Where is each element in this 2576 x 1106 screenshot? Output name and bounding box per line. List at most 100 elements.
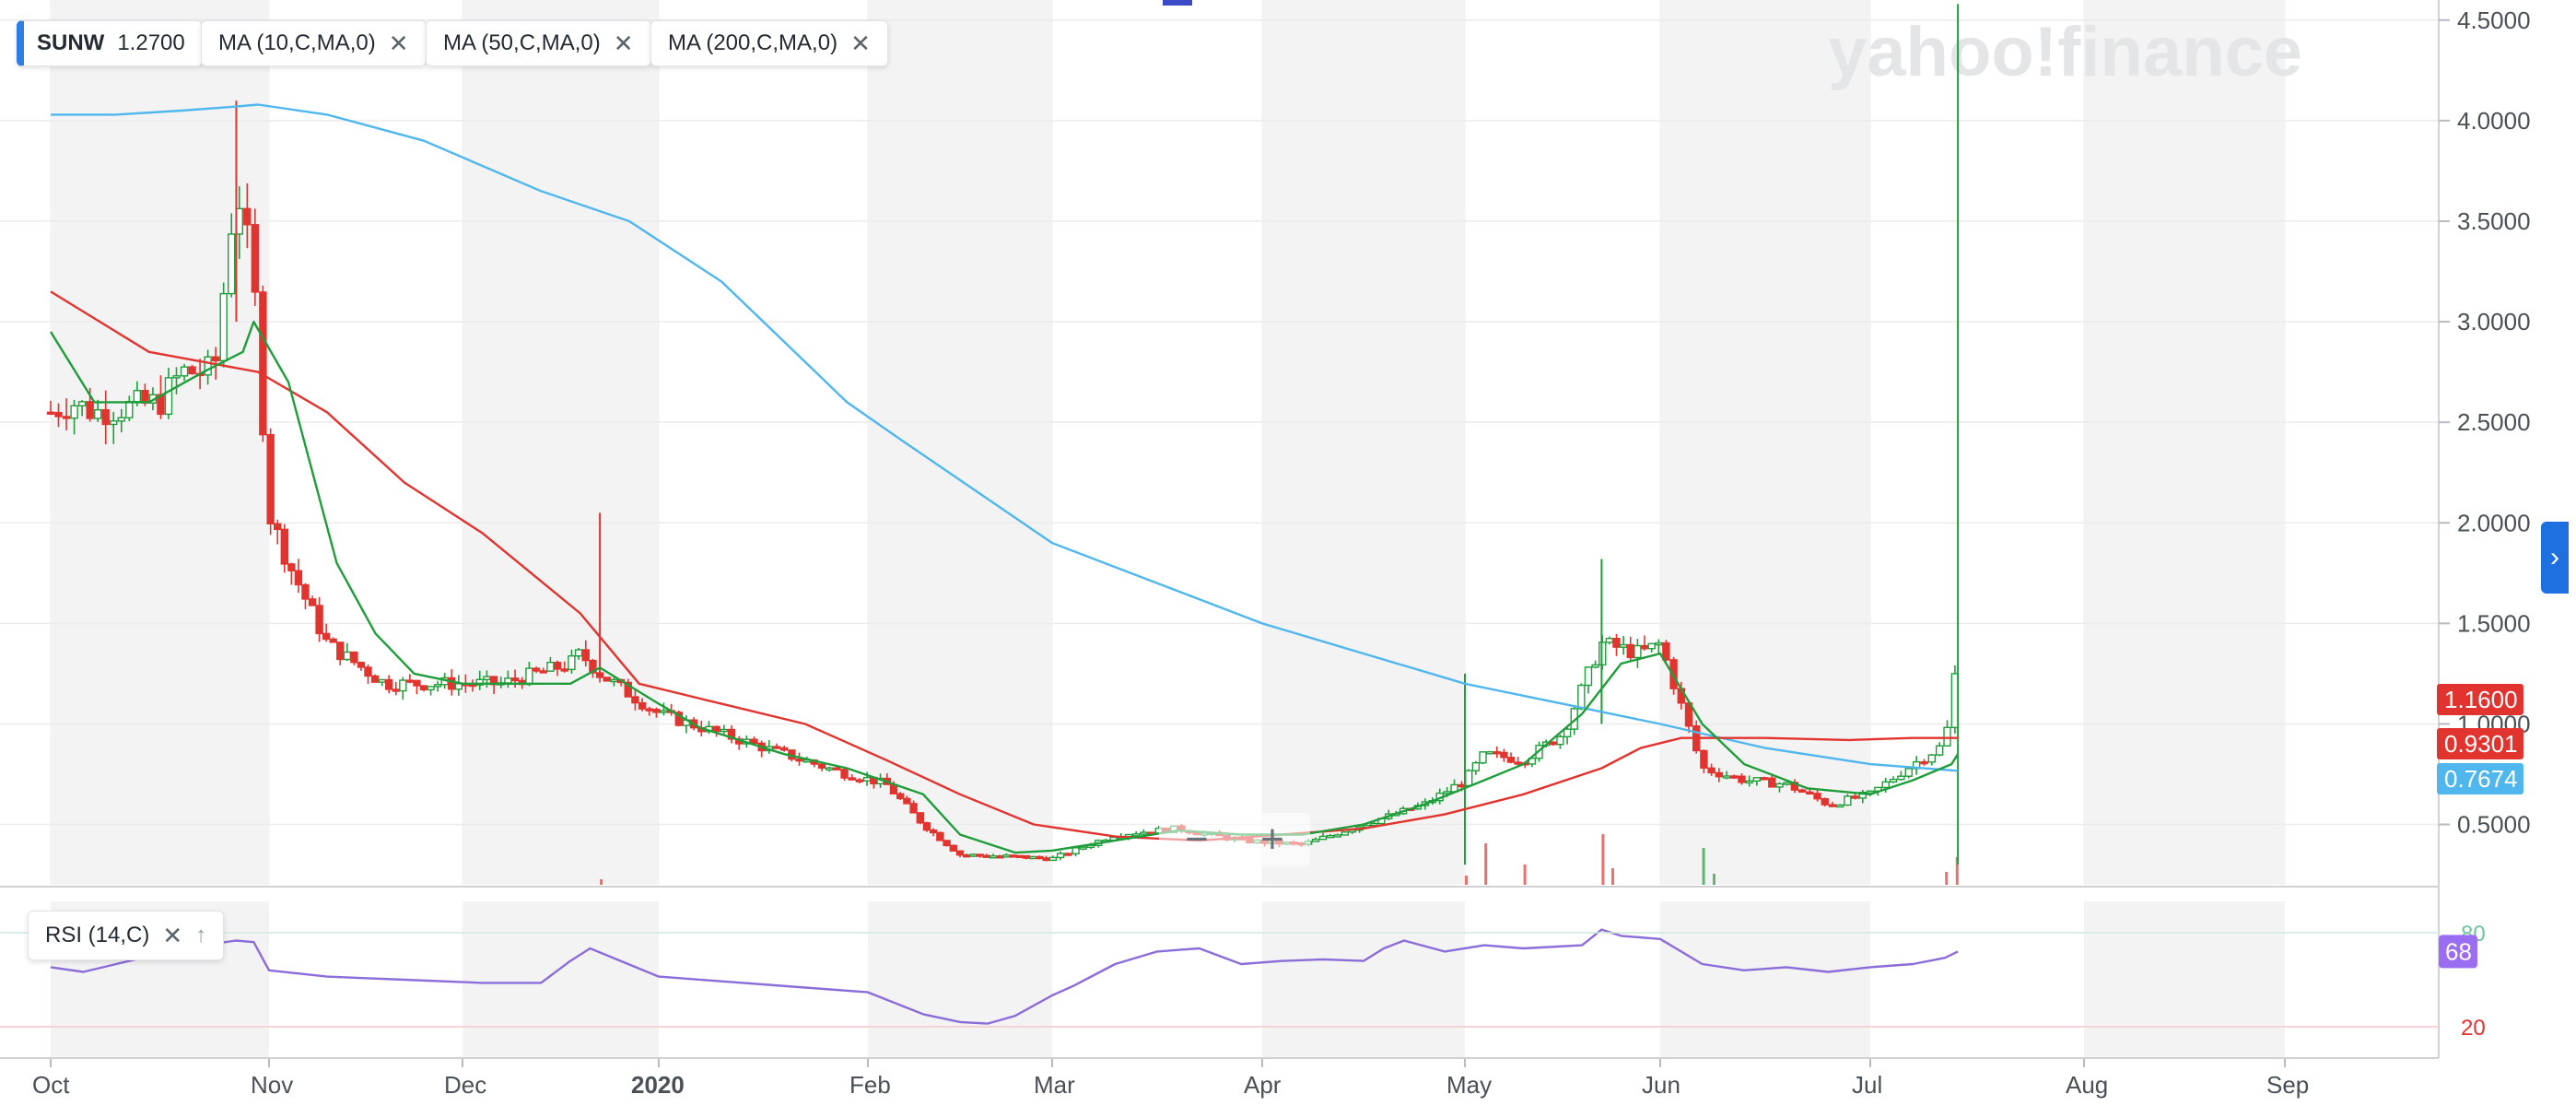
close-icon[interactable]: ✕ <box>162 921 183 949</box>
candle-body <box>180 366 189 377</box>
candle-body <box>1471 761 1481 771</box>
candle-body <box>930 829 938 834</box>
x-tick-label: Mar <box>1034 1071 1075 1099</box>
month-band <box>1262 0 1465 885</box>
candle-body <box>1140 831 1148 835</box>
candle-body <box>1584 666 1593 687</box>
x-tick-label: Jul <box>1852 1071 1882 1099</box>
candle-body <box>101 408 110 426</box>
candle-body <box>936 831 944 841</box>
candle-body <box>772 746 781 749</box>
candle-body <box>1465 770 1473 787</box>
candle-body <box>1326 834 1335 839</box>
rsi-label: RSI (14,C) <box>45 923 150 947</box>
time-axis: Oct Nov Dec 2020 Feb Mar Apr May Jun Jul Aug Sep <box>0 1057 2439 1099</box>
candle-body <box>727 728 736 740</box>
candle-body <box>1828 804 1837 807</box>
candle-body <box>1722 775 1731 779</box>
candle-body <box>1752 777 1762 782</box>
month-band <box>868 0 1052 885</box>
ma200-chip[interactable]: MA (200,C,MA,0) ✕ <box>650 20 888 66</box>
month-bands <box>0 0 2439 1058</box>
price-badge-label: 0.9301 <box>2444 730 2518 758</box>
x-tick-label: 2020 <box>631 1071 685 1099</box>
zoom-out-button[interactable]: − <box>1185 817 1209 862</box>
candle-body <box>1821 797 1829 806</box>
close-icon[interactable]: ✕ <box>613 29 634 57</box>
candle-body <box>448 677 456 690</box>
candle-body <box>750 738 758 745</box>
candle-body <box>848 777 856 781</box>
candle-body <box>399 679 407 692</box>
candle-body <box>110 420 118 426</box>
ma200-label: MA (200,C,MA,0) <box>668 30 838 55</box>
candle-body <box>1707 767 1715 774</box>
ma10-chip[interactable]: MA (10,C,MA,0) ✕ <box>201 20 427 66</box>
zoom-in-button[interactable]: + <box>1260 817 1284 862</box>
candle-body <box>1022 854 1031 859</box>
candle-body <box>989 855 998 859</box>
candle-body <box>1775 782 1784 788</box>
candle-body <box>1605 638 1614 643</box>
candle-body <box>1556 735 1564 746</box>
rsi-badge <box>2439 935 2477 969</box>
candle-body <box>862 776 872 782</box>
candle-body <box>581 649 590 662</box>
candle-body <box>1514 761 1522 765</box>
candle-body <box>631 696 639 704</box>
candle-body <box>896 793 905 800</box>
candle-body <box>188 366 196 375</box>
candle-body <box>1549 741 1558 746</box>
candle-body <box>1640 644 1649 650</box>
volume-bar <box>1523 865 1527 885</box>
price-badge <box>2437 763 2523 794</box>
candle-body <box>62 416 71 419</box>
candle-body <box>54 411 63 418</box>
candle-body <box>1056 853 1065 859</box>
candle-body <box>574 649 583 657</box>
candle-body <box>780 747 789 751</box>
candle-body <box>172 375 181 379</box>
zoom-controls: − + <box>1159 813 1310 866</box>
price-badge-label: 1.1600 <box>2444 686 2518 713</box>
grid-lines <box>0 19 2439 826</box>
arrow-up-icon[interactable]: ↑ <box>195 923 207 947</box>
candle-body <box>164 377 173 416</box>
candle-body <box>70 405 78 419</box>
candle-body <box>1079 846 1087 850</box>
candle-body <box>1655 641 1663 646</box>
candle-body <box>370 675 380 683</box>
candle-body <box>1485 751 1494 755</box>
symbol-chip[interactable]: SUNW 1.2700 <box>17 20 203 66</box>
chevron-right-icon[interactable]: › <box>2541 522 2569 594</box>
candle-body <box>712 725 720 733</box>
candle-body <box>1048 856 1058 862</box>
close-icon[interactable]: ✕ <box>388 29 409 57</box>
month-band <box>1660 0 1870 885</box>
panel-gap <box>0 887 2439 900</box>
candle-body <box>86 401 94 419</box>
ma50-line <box>50 290 1959 842</box>
candle-body <box>419 685 428 691</box>
rsi-chip[interactable]: RSI (14,C) ✕ ↑ <box>28 911 225 960</box>
candle-body <box>1943 726 1951 747</box>
price-tick-label: 0.5000 <box>2457 811 2531 839</box>
candle-body <box>546 662 555 672</box>
candle-body <box>539 670 547 674</box>
candle-body <box>219 292 228 362</box>
candle-body <box>427 686 435 691</box>
candle-body <box>1935 745 1944 756</box>
candle-body <box>1904 768 1913 777</box>
candle-body <box>1493 751 1501 755</box>
candle-body <box>1311 838 1320 842</box>
candle-body <box>1002 854 1011 858</box>
close-icon[interactable]: ✕ <box>850 29 871 57</box>
ma50-chip[interactable]: MA (50,C,MA,0) ✕ <box>426 20 651 66</box>
candle-body <box>315 605 323 635</box>
rsi-badge-label: 68 <box>2445 937 2472 965</box>
candle-body <box>1028 855 1037 860</box>
candle-body <box>1633 644 1642 659</box>
ma200-line <box>51 103 1959 772</box>
candle-body <box>833 767 841 771</box>
